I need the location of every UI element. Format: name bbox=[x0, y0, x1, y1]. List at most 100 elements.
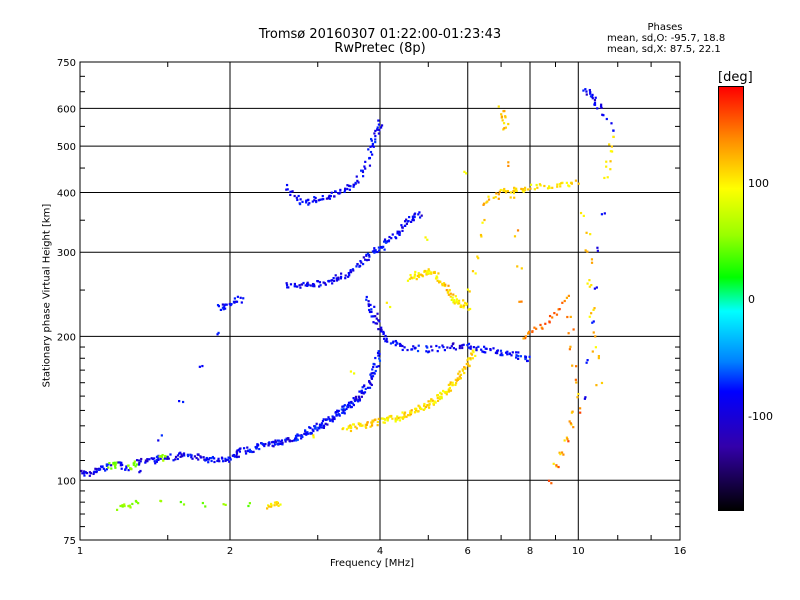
data-point bbox=[226, 458, 230, 461]
data-point bbox=[160, 434, 163, 437]
data-point bbox=[365, 295, 368, 299]
data-point bbox=[590, 283, 593, 287]
data-point bbox=[207, 461, 210, 464]
data-point bbox=[563, 439, 566, 442]
chart-title: Tromsø 20160307 01:22:00-01:23:43 bbox=[258, 27, 502, 42]
data-point bbox=[408, 215, 411, 219]
data-point bbox=[424, 236, 427, 239]
data-point bbox=[603, 212, 606, 215]
data-point bbox=[381, 417, 384, 420]
data-point bbox=[420, 214, 423, 217]
data-point bbox=[309, 284, 312, 287]
data-point bbox=[309, 432, 312, 435]
data-point bbox=[361, 424, 364, 427]
data-point bbox=[370, 376, 373, 380]
data-point bbox=[504, 115, 507, 118]
data-point bbox=[373, 247, 376, 250]
data-point bbox=[349, 429, 353, 433]
data-point bbox=[463, 371, 466, 375]
data-point bbox=[196, 453, 199, 456]
data-point bbox=[295, 438, 298, 441]
data-point bbox=[202, 456, 205, 459]
data-point bbox=[275, 501, 278, 504]
data-point bbox=[560, 451, 564, 454]
data-point bbox=[234, 300, 238, 303]
data-point bbox=[469, 345, 472, 348]
data-point bbox=[349, 406, 352, 409]
data-point bbox=[295, 196, 298, 199]
data-point bbox=[495, 351, 498, 354]
data-point bbox=[376, 351, 380, 355]
data-point bbox=[343, 404, 346, 407]
data-point bbox=[343, 190, 346, 194]
data-point bbox=[341, 405, 344, 408]
data-point bbox=[362, 391, 365, 394]
data-point bbox=[134, 499, 138, 503]
data-point bbox=[517, 351, 520, 354]
data-point bbox=[413, 273, 417, 276]
data-point bbox=[586, 282, 589, 285]
data-point bbox=[105, 468, 108, 471]
data-point bbox=[603, 176, 606, 180]
data-point bbox=[135, 459, 139, 462]
data-point bbox=[463, 301, 467, 305]
data-point bbox=[284, 438, 287, 441]
data-point bbox=[307, 198, 310, 201]
data-point bbox=[217, 457, 220, 460]
data-point bbox=[374, 129, 377, 132]
data-point bbox=[379, 245, 383, 249]
data-point bbox=[341, 427, 344, 431]
data-point bbox=[522, 337, 525, 340]
data-point bbox=[459, 377, 463, 380]
data-point bbox=[469, 358, 472, 361]
data-point bbox=[485, 347, 488, 350]
data-point bbox=[515, 354, 518, 357]
data-point bbox=[311, 284, 314, 288]
data-point bbox=[372, 321, 375, 324]
data-point bbox=[438, 395, 441, 398]
data-point bbox=[608, 143, 611, 146]
data-point bbox=[506, 189, 509, 193]
data-point bbox=[227, 456, 230, 459]
data-point bbox=[347, 184, 351, 187]
data-point bbox=[524, 335, 527, 338]
data-point bbox=[222, 503, 225, 506]
data-point bbox=[327, 197, 330, 200]
data-point bbox=[436, 396, 439, 400]
data-point bbox=[376, 126, 379, 129]
data-point bbox=[293, 282, 297, 286]
data-point bbox=[590, 258, 594, 261]
data-point bbox=[314, 425, 317, 428]
data-point bbox=[179, 455, 182, 458]
data-point bbox=[590, 312, 593, 315]
data-point bbox=[504, 126, 508, 129]
data-point bbox=[365, 259, 369, 262]
data-point bbox=[451, 384, 454, 387]
data-point bbox=[292, 439, 296, 442]
data-point bbox=[447, 383, 450, 387]
data-point bbox=[479, 233, 483, 237]
data-point bbox=[426, 238, 429, 241]
data-point bbox=[321, 194, 324, 198]
data-point bbox=[347, 425, 350, 428]
data-point bbox=[520, 187, 523, 191]
data-point bbox=[306, 281, 309, 284]
data-point bbox=[509, 191, 512, 194]
data-point bbox=[441, 282, 444, 286]
data-point bbox=[481, 221, 484, 224]
data-point bbox=[413, 347, 417, 350]
data-point bbox=[544, 322, 547, 325]
data-point bbox=[267, 444, 270, 447]
data-point bbox=[569, 345, 572, 348]
data-point bbox=[297, 194, 300, 198]
data-point bbox=[238, 450, 242, 453]
data-point bbox=[164, 455, 167, 458]
data-point bbox=[379, 327, 382, 330]
data-point bbox=[422, 404, 426, 407]
data-point bbox=[369, 425, 372, 428]
data-point bbox=[566, 315, 569, 319]
data-point bbox=[313, 425, 316, 428]
data-point bbox=[469, 347, 472, 350]
data-point bbox=[307, 283, 310, 286]
